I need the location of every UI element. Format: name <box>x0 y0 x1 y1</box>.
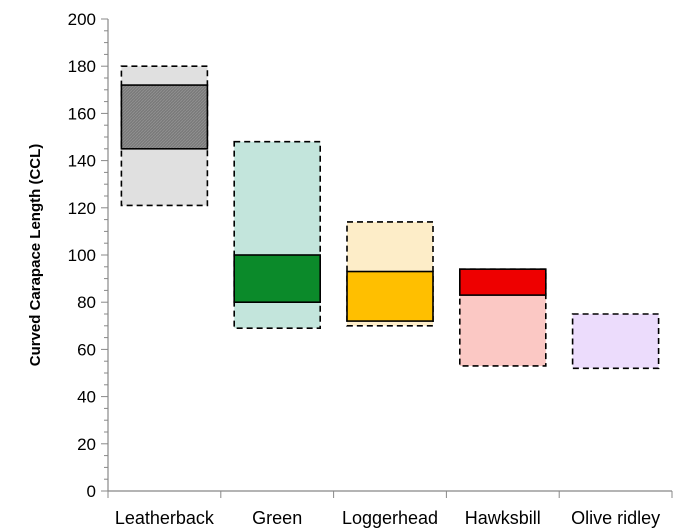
x-tick-label-hawksbill: Hawksbill <box>465 508 541 528</box>
x-tick-label-leatherback: Leatherback <box>115 508 215 528</box>
y-tick-label: 80 <box>77 293 96 312</box>
bar-layer <box>120 65 660 370</box>
label-layer: Leatherback Green Loggerhead Hawksbill Olive… <box>68 10 660 528</box>
y-tick-label: 40 <box>77 388 96 407</box>
core-bar-leatherback <box>120 84 209 150</box>
y-tick-label: 160 <box>68 104 96 123</box>
range-bar-olive-ridley <box>571 313 660 370</box>
y-axis-title: Curved Carapace Length (CCL) <box>27 144 44 367</box>
x-tick-label-loggerhead: Loggerhead <box>342 508 438 528</box>
x-tick-label-green: Green <box>252 508 302 528</box>
y-tick-label: 120 <box>68 199 96 218</box>
core-bar-loggerhead <box>346 270 434 322</box>
core-bar-hawksbill <box>458 268 547 296</box>
y-tick-label: 140 <box>68 152 96 171</box>
x-tick-label-olive-ridley: Olive ridley <box>571 508 660 528</box>
axes <box>101 18 673 498</box>
y-tick-label: 60 <box>77 340 96 359</box>
y-tick-label: 180 <box>68 57 96 76</box>
y-tick-label: 0 <box>87 482 96 501</box>
y-tick-label: 20 <box>77 435 96 454</box>
core-bar-green <box>233 254 321 304</box>
y-tick-label: 200 <box>68 10 96 29</box>
y-tick-label: 100 <box>68 246 96 265</box>
